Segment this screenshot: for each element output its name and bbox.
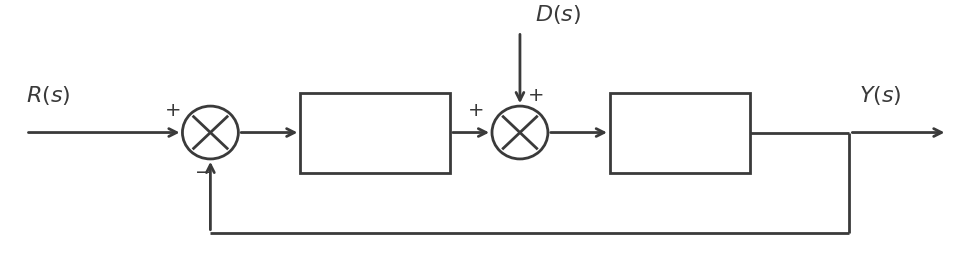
Text: $R(s)$: $R(s)$ [25,84,70,107]
Text: $+$: $+$ [467,102,484,119]
FancyBboxPatch shape [301,93,450,173]
Text: $+$: $+$ [526,86,543,104]
Text: $D(s)$: $D(s)$ [535,3,581,26]
Text: $-$: $-$ [195,162,210,180]
FancyBboxPatch shape [610,93,749,173]
Text: $P(s)$: $P(s)$ [659,122,701,145]
Text: $G_c(s)$: $G_c(s)$ [347,122,403,145]
Text: $+$: $+$ [164,102,181,119]
Text: $Y(s)$: $Y(s)$ [859,84,902,107]
